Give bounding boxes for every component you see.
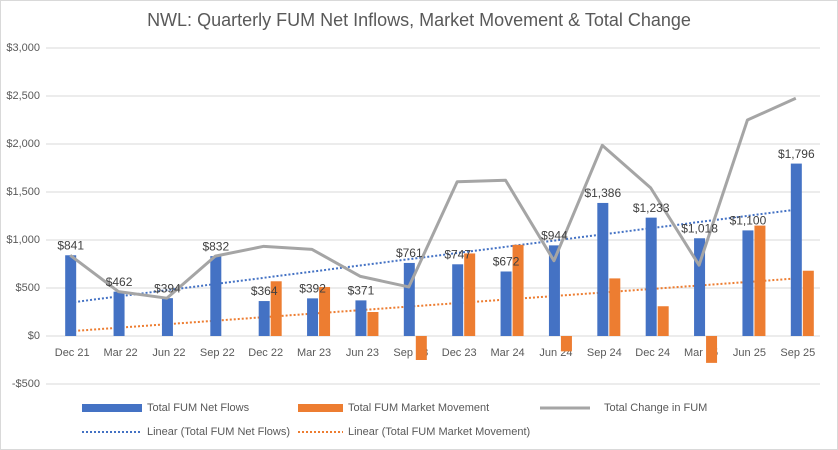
- data-label: $462: [106, 275, 133, 289]
- x-tick-label: Dec 22: [248, 347, 283, 359]
- data-label: $761: [396, 246, 423, 260]
- y-tick-label: $1,500: [6, 186, 40, 198]
- y-tick-label: $3,000: [6, 42, 40, 54]
- x-tick-label: Sep 22: [200, 347, 235, 359]
- bar: [415, 336, 427, 360]
- data-label: $1,100: [730, 214, 767, 228]
- y-tick-label: $2,500: [6, 90, 40, 102]
- legend-label: Total Change in FUM: [604, 402, 707, 414]
- bar: [548, 245, 560, 336]
- bar: [609, 278, 621, 336]
- bar: [355, 300, 367, 336]
- x-tick-label: Jun 23: [346, 347, 379, 359]
- data-label: $1,018: [681, 221, 718, 235]
- data-label: $394: [154, 281, 181, 295]
- y-tick-label: $500: [16, 282, 40, 294]
- data-label: $371: [348, 284, 375, 298]
- data-label: $747: [444, 247, 471, 261]
- x-tick-label: Dec 24: [635, 347, 670, 359]
- bar: [307, 298, 319, 336]
- bar: [754, 225, 766, 336]
- bar: [319, 287, 331, 336]
- data-label: $841: [57, 238, 84, 252]
- bar: [210, 256, 222, 336]
- bar: [742, 230, 754, 336]
- data-label: $1,233: [633, 201, 670, 215]
- x-tick-label: Dec 23: [442, 347, 477, 359]
- bar: [258, 301, 270, 336]
- bar: [113, 291, 125, 336]
- data-label: $832: [202, 239, 229, 253]
- y-tick-label: $1,000: [6, 234, 40, 246]
- chart-title: NWL: Quarterly FUM Net Inflows, Market M…: [147, 10, 691, 30]
- data-label: $364: [251, 284, 278, 298]
- bar: [161, 298, 173, 336]
- legend-swatch: [82, 404, 142, 412]
- bar: [645, 217, 657, 336]
- y-tick-label: $2,000: [6, 138, 40, 150]
- bar: [367, 312, 379, 336]
- x-tick-label: Sep 24: [587, 347, 622, 359]
- data-label: $1,796: [778, 147, 815, 161]
- x-tick-label: Mar 23: [297, 347, 331, 359]
- data-label: $392: [299, 282, 326, 296]
- x-tick-label: Jun 22: [152, 347, 185, 359]
- bar: [270, 281, 282, 336]
- legend-label: Total FUM Market Movement: [348, 402, 489, 414]
- x-tick-label: Jun 25: [733, 347, 766, 359]
- line-series: [69, 96, 797, 300]
- bar: [65, 255, 77, 336]
- x-tick-label: Dec 21: [55, 347, 90, 359]
- y-tick-label: $0: [28, 330, 40, 342]
- bar: [706, 336, 718, 363]
- x-tick-label: Mar 24: [490, 347, 524, 359]
- bar: [802, 270, 814, 336]
- bar: [597, 202, 609, 336]
- legend-label: Linear (Total FUM Market Movement): [348, 426, 530, 438]
- trendline: [70, 277, 796, 333]
- bar: [403, 262, 415, 336]
- bar: [560, 336, 572, 352]
- bar: [464, 253, 476, 336]
- data-label: $944: [541, 229, 568, 243]
- data-label: $672: [493, 255, 520, 269]
- bar: [694, 238, 706, 336]
- x-tick-label: Mar 22: [103, 347, 137, 359]
- bar: [657, 306, 669, 336]
- y-tick-label: -$500: [12, 378, 40, 390]
- data-label: $1,386: [584, 186, 621, 200]
- bar: [452, 264, 464, 336]
- bar: [500, 271, 512, 336]
- legend-label: Total FUM Net Flows: [147, 402, 250, 414]
- bar: [512, 244, 524, 336]
- legend-label: Linear (Total FUM Net Flows): [147, 426, 290, 438]
- bar: [790, 163, 802, 336]
- legend-swatch: [298, 404, 343, 412]
- x-tick-label: Sep 25: [780, 347, 815, 359]
